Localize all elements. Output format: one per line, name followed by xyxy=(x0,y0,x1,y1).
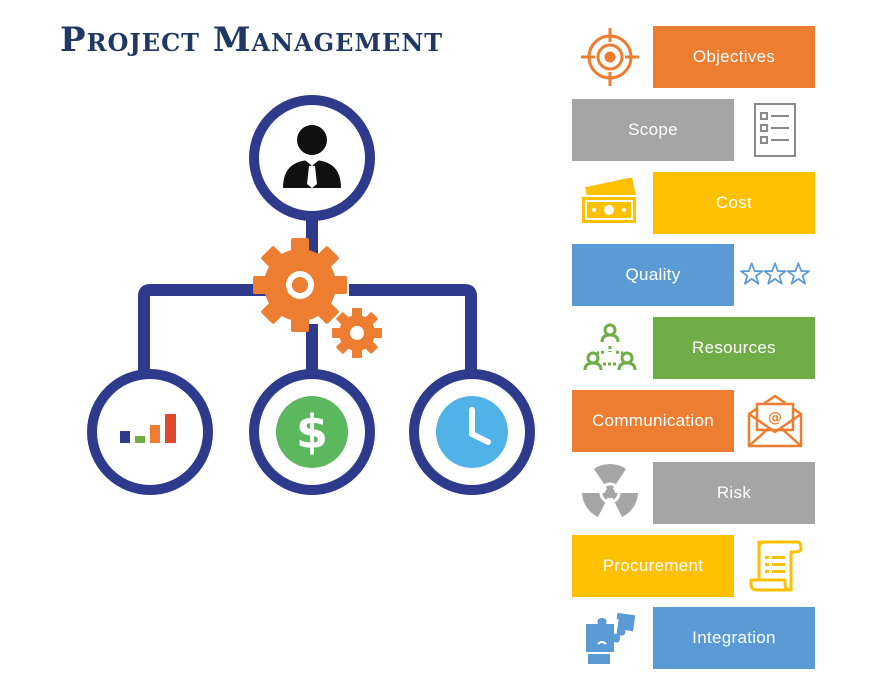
money-icon xyxy=(575,172,645,234)
manager-icon xyxy=(249,95,375,221)
dollar-icon: $ xyxy=(249,369,375,495)
communication-label: Communication xyxy=(572,390,734,452)
target-icon xyxy=(575,26,645,88)
svg-text:@: @ xyxy=(768,410,782,426)
list-item-objectives: Objectives xyxy=(0,26,871,88)
svg-text:$: $ xyxy=(296,405,328,459)
list-item-cost: Cost xyxy=(0,172,871,234)
stars-icon xyxy=(740,244,810,306)
list-item-communication: Communication @ xyxy=(0,390,871,452)
bar-chart-icon xyxy=(87,369,213,495)
list-item-integration: Integration xyxy=(0,607,871,669)
page-title: Project Management xyxy=(60,20,444,60)
cost-label: Cost xyxy=(653,172,815,234)
gears-icon xyxy=(253,238,382,358)
clock-icon xyxy=(409,369,535,495)
scope-label: Scope xyxy=(572,99,734,161)
quality-label: Quality xyxy=(572,244,734,306)
integration-label: Integration xyxy=(653,607,815,669)
connector-lines xyxy=(138,212,477,378)
procurement-label: Procurement xyxy=(572,535,734,597)
email-icon: @ xyxy=(740,390,810,452)
objectives-label: Objectives xyxy=(653,26,815,88)
list-item-procurement: Procurement xyxy=(0,535,871,597)
list-item-quality: Quality xyxy=(0,244,871,306)
radiation-icon xyxy=(575,462,645,524)
checklist-icon xyxy=(740,99,810,161)
scroll-icon xyxy=(740,535,810,597)
list-item-risk: Risk xyxy=(0,462,871,524)
people-network-icon xyxy=(575,317,645,379)
puzzle-icon xyxy=(575,607,645,669)
hierarchy-diagram: $ xyxy=(87,95,535,495)
resources-label: Resources xyxy=(653,317,815,379)
risk-label: Risk xyxy=(653,462,815,524)
list-item-scope: Scope xyxy=(0,99,871,161)
list-item-resources: Resources xyxy=(0,317,871,379)
